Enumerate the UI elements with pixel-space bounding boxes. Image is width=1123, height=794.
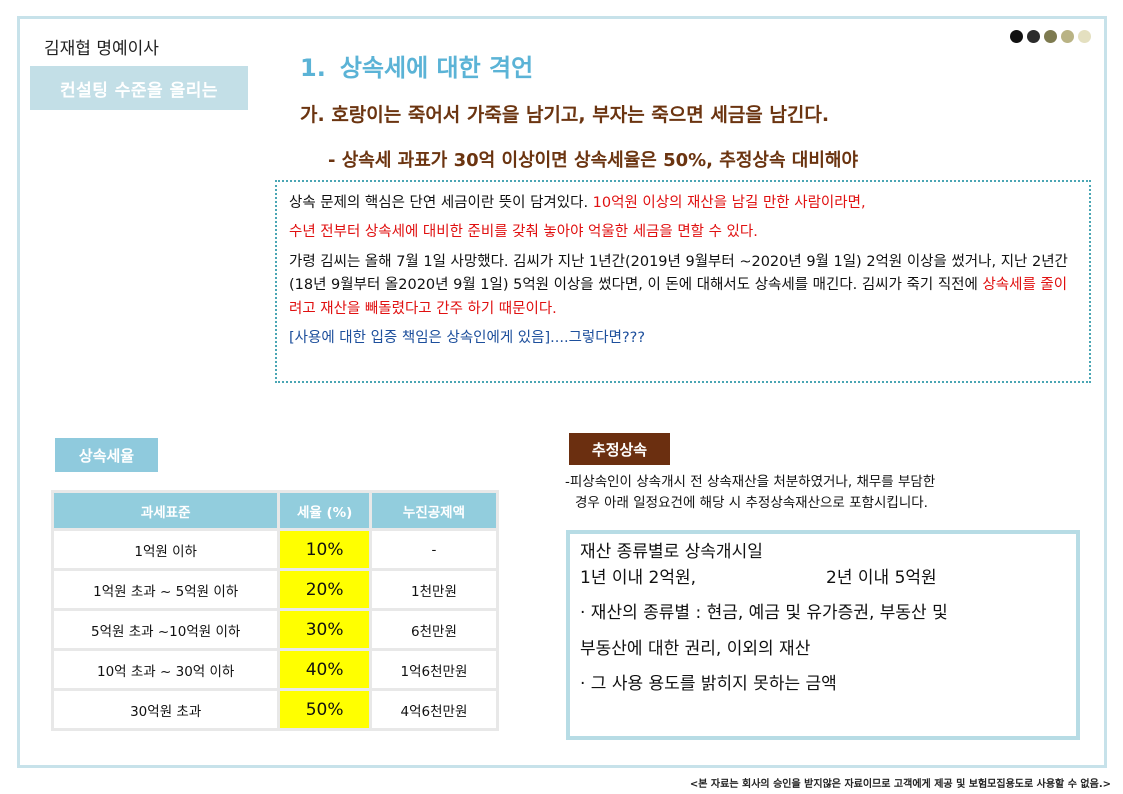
note-paragraph-1: 상속 문제의 핵심은 단연 세금이란 뜻이 담겨있다. 10억원 이상의 재산을…: [289, 192, 1077, 215]
dot-1: [1010, 30, 1023, 43]
deemed-inheritance-tag: 추정상속: [569, 433, 670, 465]
section-number: 1.: [300, 54, 326, 82]
dot-4: [1061, 30, 1074, 43]
note-question: ....그렇다면: [550, 330, 622, 347]
note-question-marks: ???: [621, 330, 646, 347]
subtitle-proverb: 가. 호랑이는 죽어서 가죽을 남기고, 부자는 죽으면 세금을 남긴다.: [300, 104, 830, 126]
subtitle-point: - 상속세 과표가 30억 이상이면 상속세율은 50%, 추정상속 대비해야: [328, 150, 859, 171]
column-header: 누진공제액: [368, 490, 500, 531]
column-header: 세율 (%): [277, 490, 372, 531]
deduction-cell: 6천만원: [368, 608, 500, 651]
deduction-cell: 4억6천만원: [368, 688, 500, 731]
deduction-cell: -: [368, 528, 500, 571]
disclaimer-footer: <본 자료는 회사의 승인을 받지않은 자료이므로 고객에게 제공 및 보험모집…: [689, 779, 1111, 790]
tax-rate-table: 과세표준 세율 (%) 누진공제액 1억원 이하 10% - 1억원 초과 ~ …: [50, 490, 500, 731]
rate-cell: 10%: [277, 528, 372, 571]
criteria-line: 재산 종류별로 상속개시일: [580, 542, 763, 562]
dot-2: [1027, 30, 1040, 43]
tax-base-cell: 1억원 이하: [50, 528, 281, 571]
tax-base-cell: 5억원 초과 ~10억원 이하: [50, 608, 281, 651]
dot-3: [1044, 30, 1057, 43]
table-row: 1억원 초과 ~ 5억원 이하 20% 1천만원: [50, 568, 500, 611]
tax-base-cell: 1억원 초과 ~ 5억원 이하: [50, 568, 281, 611]
criteria-line: · 그 사용 용도를 밝히지 못하는 금액: [580, 674, 837, 694]
table-row: 1억원 이하 10% -: [50, 528, 500, 571]
note-highlight: 10억원 이상의 재산을 남길 만한 사람이라면,: [592, 195, 866, 211]
criteria-period-1yr: 1년 이내 2억원,: [580, 567, 697, 588]
deduction-cell: 1천만원: [368, 568, 500, 611]
rate-cell: 40%: [277, 648, 372, 691]
note-text: 상속 문제의 핵심은 단연 세금이란 뜻이 담겨있다.: [289, 195, 593, 211]
table-header-row: 과세표준 세율 (%) 누진공제액: [50, 490, 500, 531]
explanation-box: 상속 문제의 핵심은 단연 세금이란 뜻이 담겨있다. 10억원 이상의 재산을…: [275, 180, 1091, 383]
tax-base-cell: 10억 초과 ~ 30억 이하: [50, 648, 281, 691]
deemed-desc-line: 경우 아래 일정요건에 해당 시 추정상속재산으로 포함시킵니다.: [575, 494, 928, 511]
tax-base-cell: 30억원 초과: [50, 688, 281, 731]
deemed-description: -피상속인이 상속개시 전 상속재산을 처분하였거나, 채무를 부담한 경우 아…: [565, 472, 935, 514]
deduction-cell: 1억6천만원: [368, 648, 500, 691]
criteria-line: 부동산에 대한 권리, 이외의 재산: [580, 638, 811, 659]
note-burden: [사용에 대한 입증 책임은 상속인에게 있음]: [289, 330, 551, 347]
table-row: 5억원 초과 ~10억원 이하 30% 6천만원: [50, 608, 500, 651]
dot-5: [1078, 30, 1091, 43]
criteria-line: · 재산의 종류별 : 현금, 예금 및 유가증권, 부동산 및: [580, 603, 948, 623]
column-header: 과세표준: [50, 490, 281, 531]
author-name: 김재협 명예이사: [44, 39, 159, 59]
rate-cell: 20%: [277, 568, 372, 611]
note-paragraph-3: 가령 김씨는 올해 7월 1일 사망했다. 김씨가 지난 1년간(2019년 9…: [289, 251, 1077, 321]
note-highlight: 상속세를 줄이려고 재산을 빼돌렸다고 간주 하기 때문이다.: [289, 277, 1068, 317]
deemed-criteria-box: 재산 종류별로 상속개시일 1년 이내 2억원, 2년 이내 5억원 · 재산의…: [566, 530, 1080, 740]
note-text: 가령 김씨는 올해 7월 1일 사망했다. 김씨가 지난 1년간(2019년 9…: [289, 253, 1068, 294]
decorative-dots: [1010, 30, 1091, 43]
criteria-period-2yr: 2년 이내 5억원: [826, 567, 937, 588]
section-title: 1. 상속세에 대한 격언: [300, 48, 533, 83]
section-title-text: 상속세에 대한 격언: [339, 54, 534, 82]
note-paragraph-4: [사용에 대한 입증 책임은 상속인에게 있음]....그렇다면???: [289, 327, 1077, 350]
deemed-desc-line: -피상속인이 상속개시 전 상속재산을 처분하였거나, 채무를 부담한: [565, 474, 936, 490]
table-row: 30억원 초과 50% 4억6천만원: [50, 688, 500, 731]
table-row: 10억 초과 ~ 30억 이하 40% 1억6천만원: [50, 648, 500, 691]
slide-frame: [17, 16, 1107, 768]
header-tag: 컨설팅 수준을 올리는: [30, 66, 248, 110]
rate-cell: 50%: [277, 688, 372, 731]
rates-tag: 상속세율: [55, 438, 158, 472]
note-paragraph-2: 수년 전부터 상속세에 대비한 준비를 갖춰 놓아야 억울한 세금을 면할 수 …: [289, 224, 758, 241]
criteria-periods: 1년 이내 2억원, 2년 이내 5억원: [580, 566, 1066, 592]
rate-cell: 30%: [277, 608, 372, 651]
